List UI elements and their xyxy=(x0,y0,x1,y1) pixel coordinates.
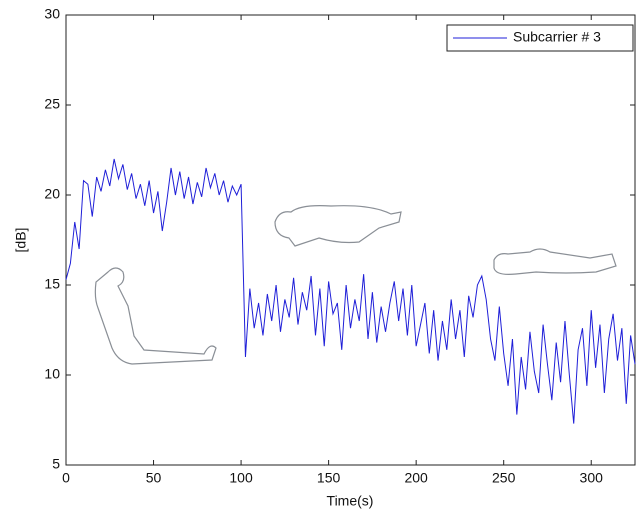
x-tick-label: 0 xyxy=(62,470,70,486)
x-axis-label: Time(s) xyxy=(327,493,374,509)
y-tick-label: 30 xyxy=(44,6,60,22)
y-tick-label: 25 xyxy=(44,96,60,112)
y-tick-label: 15 xyxy=(44,276,60,292)
data-line xyxy=(65,158,636,424)
figure-sketch xyxy=(274,205,402,247)
x-tick-label: 100 xyxy=(229,470,253,486)
y-axis-label: [dB] xyxy=(13,228,29,253)
y-tick-label: 10 xyxy=(44,366,60,382)
x-tick-label: 200 xyxy=(404,470,428,486)
axes-box xyxy=(65,14,636,466)
figure-sketch xyxy=(493,248,617,275)
y-tick-label: 20 xyxy=(44,186,60,202)
figure-sketch xyxy=(94,267,217,365)
x-tick-label: 250 xyxy=(492,470,516,486)
figure-sketches xyxy=(94,205,617,365)
x-tick-label: 150 xyxy=(317,470,341,486)
legend-label: Subcarrier # 3 xyxy=(513,29,601,45)
x-tick-label: 300 xyxy=(580,470,604,486)
x-tick-label: 50 xyxy=(146,470,162,486)
y-tick-label: 5 xyxy=(52,456,60,472)
